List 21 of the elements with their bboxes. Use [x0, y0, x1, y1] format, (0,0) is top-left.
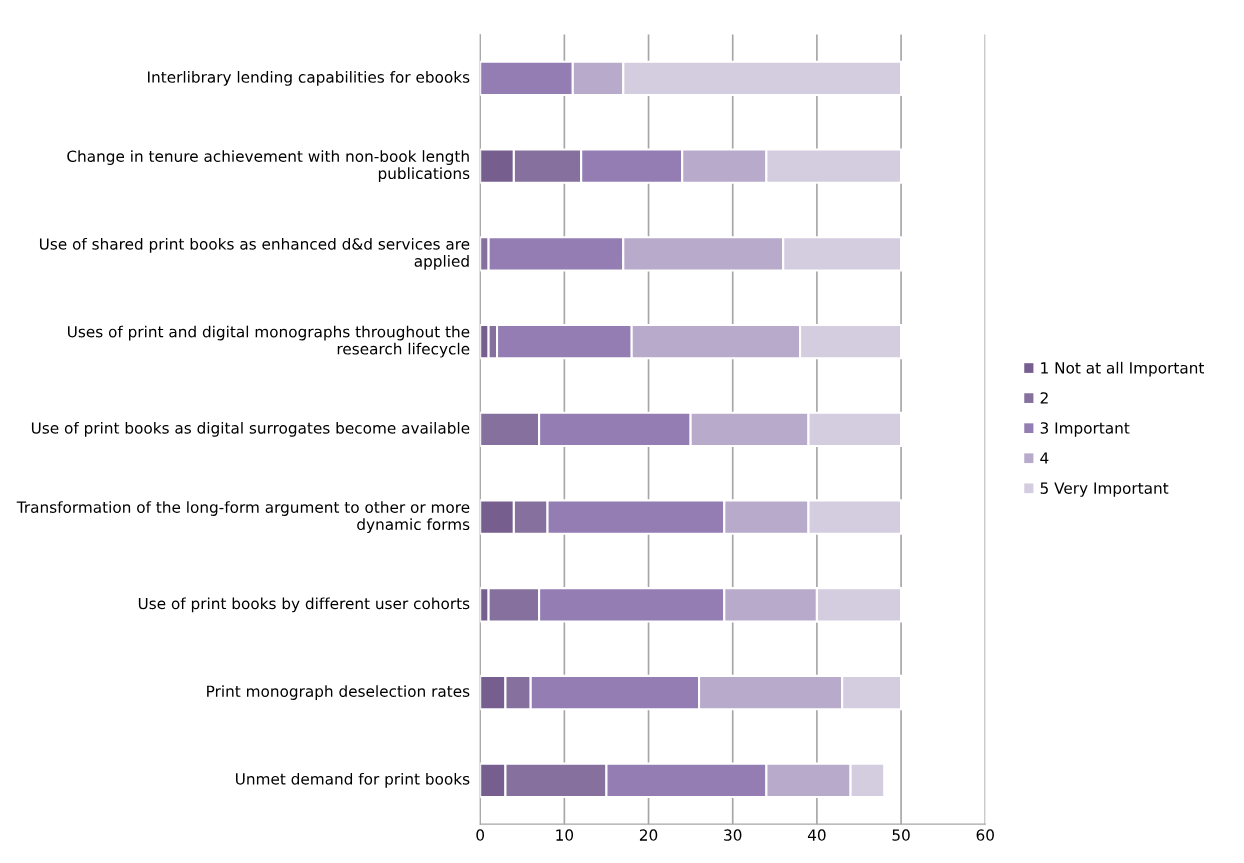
y-tick-label: Print monograph deselection rates [207, 685, 470, 700]
x-tick-label: 20 [639, 829, 658, 841]
x-tick-label: 40 [807, 829, 826, 841]
legend-label: 4 [1040, 452, 1049, 464]
legend-label: 3 Important [1040, 422, 1130, 437]
x-tick-label: 60 [976, 829, 994, 841]
y-tick-label: Use of print books by different user cohorts [138, 597, 470, 613]
y-tick-label: Transformation of the long-form argument to other or more dynamic forms [16, 501, 470, 534]
x-tick-label: 30 [724, 829, 742, 841]
y-tick-label: Use of print books as digital surrogates become available [31, 421, 470, 437]
y-tick-label: Use of shared print books as enhanced d&d services are applied [39, 237, 470, 270]
y-tick-label: Change in tenure achievement with non-book length publications [67, 150, 470, 183]
y-tick-label: Interlibrary lending capabilities for ebooks [148, 71, 470, 86]
y-tick-label: Unmet demand for print books [236, 772, 470, 788]
legend-label: 5 Very Important [1040, 482, 1169, 497]
x-tick-label: 10 [556, 829, 574, 841]
y-tick-label: Uses of print and digital monographs throughout the research lifecycle [68, 325, 470, 358]
x-tick-label: 50 [892, 829, 910, 841]
legend-label: 1 Not at all Important [1041, 361, 1205, 377]
x-tick-label: 0 [476, 829, 485, 841]
legend-label: 2 [1040, 392, 1048, 404]
